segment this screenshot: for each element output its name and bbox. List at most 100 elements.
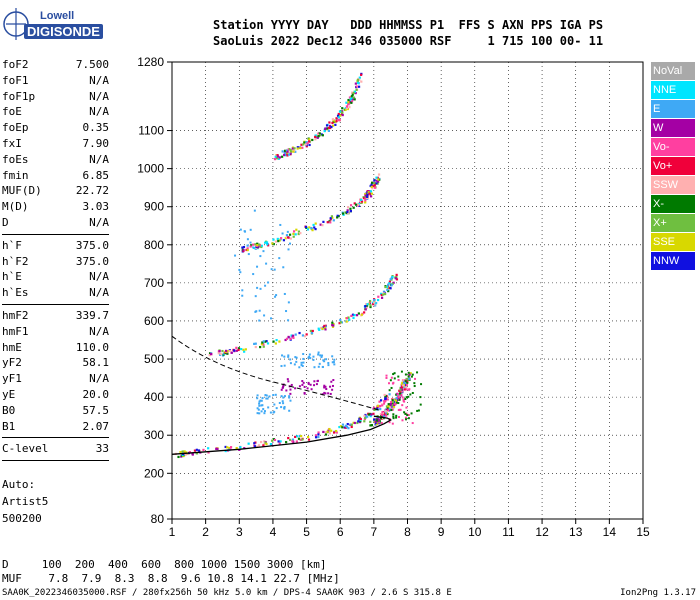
x-tick-label: 2 xyxy=(202,525,209,539)
param-name: fxI xyxy=(2,136,22,150)
echo-point xyxy=(404,416,407,419)
echo-point xyxy=(403,381,407,385)
echo-point xyxy=(345,107,349,110)
echo-point xyxy=(286,150,289,153)
echo-point xyxy=(292,235,295,238)
echo-point xyxy=(397,375,400,378)
echo-point xyxy=(280,388,283,391)
echo-point xyxy=(261,341,264,344)
echo-point xyxy=(372,298,376,302)
echo-point xyxy=(249,245,252,248)
echo-point xyxy=(371,181,374,184)
echo-point xyxy=(383,402,386,405)
param-row: hmE 110.0 xyxy=(2,340,109,356)
echo-point xyxy=(292,232,295,235)
echo-point xyxy=(374,186,377,189)
echo-point xyxy=(285,337,289,340)
echo-point xyxy=(349,209,352,213)
echo-point xyxy=(345,101,348,104)
echo-point xyxy=(331,118,335,121)
echo-point xyxy=(376,180,380,183)
echo-point xyxy=(280,406,283,409)
echo-point xyxy=(379,421,382,424)
echo-point xyxy=(307,381,310,384)
param-name: foEs xyxy=(2,152,29,166)
param-row: h`F 375.0 xyxy=(2,238,109,254)
echo-point xyxy=(420,383,423,386)
echo-point xyxy=(350,423,353,426)
echo-point xyxy=(276,154,279,157)
echo-point xyxy=(286,230,289,233)
echo-point xyxy=(339,114,342,117)
echo-point xyxy=(362,196,366,200)
echo-point xyxy=(329,221,332,224)
param-value: N/A xyxy=(89,215,109,229)
echo-point xyxy=(384,397,387,400)
echo-point xyxy=(344,108,347,112)
param-value: 6.85 xyxy=(82,168,110,182)
echo-point xyxy=(308,226,311,229)
echo-point xyxy=(216,447,219,451)
echo-point xyxy=(402,387,406,390)
echo-point xyxy=(404,373,407,376)
echo-point xyxy=(301,364,304,367)
echo-point xyxy=(294,150,297,153)
echo-point xyxy=(366,193,369,196)
param-row: foF1 N/A xyxy=(2,73,109,89)
echo-point xyxy=(302,353,305,356)
echo-point xyxy=(400,390,403,393)
echo-point xyxy=(283,364,286,367)
echo-point xyxy=(197,449,201,452)
echo-point xyxy=(340,110,344,113)
echo-point xyxy=(346,210,349,214)
echo-point xyxy=(388,389,391,392)
echo-point xyxy=(246,248,249,252)
param-row: MUF(D) 22.72 xyxy=(2,183,109,199)
echo-point xyxy=(399,391,402,394)
echo-point xyxy=(303,141,306,144)
echo-point xyxy=(195,452,199,455)
param-row: foEp 0.35 xyxy=(2,120,109,136)
echo-point xyxy=(208,354,211,357)
echo-point xyxy=(411,373,414,376)
echo-point xyxy=(307,382,310,385)
param-row: yE 20.0 xyxy=(2,387,109,403)
echo-point xyxy=(330,380,333,383)
echo-point xyxy=(401,385,404,389)
echo-point xyxy=(392,417,395,420)
echo-point xyxy=(392,415,395,418)
echo-point xyxy=(253,209,256,212)
echo-point xyxy=(390,376,393,379)
echo-point xyxy=(285,149,289,152)
echo-point xyxy=(300,363,303,366)
echo-point xyxy=(184,453,187,456)
echo-point xyxy=(272,238,275,241)
echo-point xyxy=(419,396,422,399)
echo-point xyxy=(296,147,299,150)
echo-point xyxy=(273,268,276,271)
echo-point xyxy=(289,149,292,152)
echo-point xyxy=(308,353,311,356)
echo-point xyxy=(391,382,394,385)
echo-point xyxy=(279,223,282,226)
echo-point xyxy=(256,397,259,400)
echo-point xyxy=(398,408,401,411)
echo-point xyxy=(215,447,218,450)
echo-point xyxy=(335,431,338,434)
echo-point xyxy=(324,433,328,436)
echo-point xyxy=(402,384,405,387)
echo-point xyxy=(391,399,394,402)
echo-point xyxy=(246,238,249,241)
echo-point xyxy=(289,237,292,240)
echo-point xyxy=(387,403,390,406)
echo-point xyxy=(406,414,409,417)
param-name: foF1p xyxy=(2,89,36,103)
echo-point xyxy=(323,386,326,389)
echo-point xyxy=(352,91,355,95)
echo-point xyxy=(256,286,259,289)
echo-point xyxy=(297,437,301,440)
echo-point xyxy=(390,409,393,412)
echo-point xyxy=(298,331,301,335)
x-tick-label: 10 xyxy=(468,525,482,539)
echo-point xyxy=(259,287,262,290)
